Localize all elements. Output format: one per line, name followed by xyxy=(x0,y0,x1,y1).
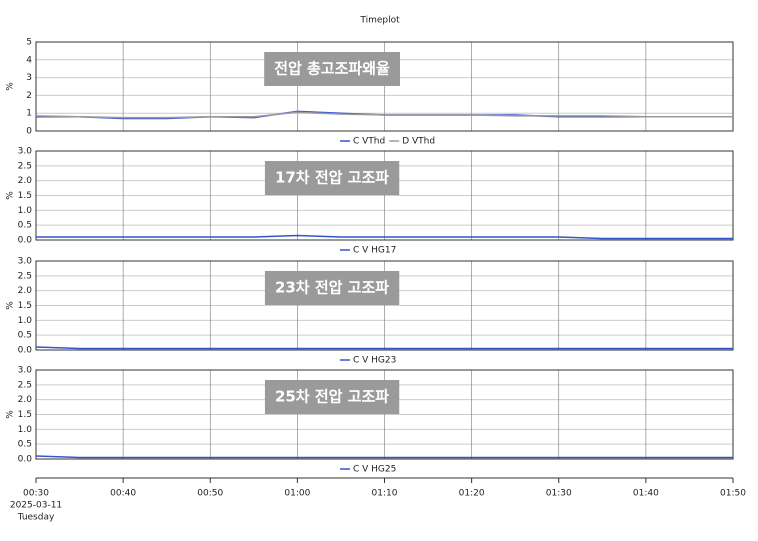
y-tick-label: 1.0 xyxy=(18,206,33,216)
x-tick-label: 01:50 xyxy=(720,489,746,499)
y-tick-label: 1 xyxy=(26,109,32,119)
y-tick-label: 2.5 xyxy=(18,271,32,281)
y-tick-label: 0.0 xyxy=(18,455,33,465)
y-tick-label: 2.5 xyxy=(18,380,32,390)
y-tick-label: 2.5 xyxy=(18,161,32,171)
x-tick-label: 00:40 xyxy=(110,489,136,499)
y-tick-label: 0 xyxy=(26,127,32,137)
y-tick-label: 4 xyxy=(26,55,32,65)
y-tick-label: 3.0 xyxy=(18,257,33,267)
annotation-box xyxy=(264,52,401,86)
legend-label: C V HG23 xyxy=(353,356,396,366)
legend-label: D VThd xyxy=(402,137,435,147)
y-tick-label: 5 xyxy=(26,38,32,48)
y-tick-label: 0.0 xyxy=(18,346,33,356)
x-tick-label: 01:20 xyxy=(459,489,485,499)
plot-frame xyxy=(35,260,734,351)
y-tick-label: 0.0 xyxy=(18,236,33,246)
x-tick-label: 01:30 xyxy=(546,489,572,499)
y-tick-label: 2.0 xyxy=(18,176,33,186)
legend-label: C V HG17 xyxy=(353,246,396,256)
x-date: 2025-03-11 xyxy=(10,501,62,511)
y-tick-label: 1.0 xyxy=(18,316,33,326)
y-axis-label: % xyxy=(6,301,16,310)
x-tick-label: 01:40 xyxy=(633,489,659,499)
annotation-box xyxy=(264,271,400,305)
y-tick-label: 2 xyxy=(26,91,32,101)
annotation: 전압 총고조파왜율 xyxy=(274,60,390,78)
series-line xyxy=(36,234,733,240)
y-tick-label: 3 xyxy=(26,73,32,83)
x-tick-label: 00:30 xyxy=(23,489,49,499)
y-tick-label: 1.0 xyxy=(18,425,33,435)
y-tick-label: 3.0 xyxy=(18,366,33,376)
x-tick-label: 01:00 xyxy=(284,489,310,499)
y-tick-label: 3.0 xyxy=(18,147,33,157)
plot-frame xyxy=(35,150,734,241)
legend-label: C VThd xyxy=(353,137,385,147)
y-tick-label: 2.0 xyxy=(18,395,33,405)
legend-label: C V HG25 xyxy=(353,465,396,475)
x-weekday: Tuesday xyxy=(17,513,55,523)
annotation-box xyxy=(264,380,400,414)
plot-frame xyxy=(35,41,734,132)
y-tick-label: 1.5 xyxy=(18,191,32,201)
y-axis-label: % xyxy=(6,191,16,200)
y-tick-label: 2.0 xyxy=(18,286,33,296)
annotation: 23차 전압 고조파 xyxy=(275,279,389,297)
y-axis-label: % xyxy=(6,410,16,419)
y-axis-label: % xyxy=(6,82,16,91)
plot-frame xyxy=(35,369,734,460)
annotation-box xyxy=(264,161,400,195)
x-tick-label: 01:10 xyxy=(372,489,398,499)
y-tick-label: 1.5 xyxy=(18,301,32,311)
y-tick-label: 0.5 xyxy=(18,440,32,450)
annotation: 17차 전압 고조파 xyxy=(275,169,389,187)
annotation: 25차 전압 고조파 xyxy=(275,388,389,406)
y-tick-label: 0.5 xyxy=(18,221,32,231)
chart-title: Timeplot xyxy=(359,16,400,26)
series-line xyxy=(35,111,733,119)
y-tick-label: 1.5 xyxy=(18,410,32,420)
x-tick-label: 00:50 xyxy=(197,489,223,499)
y-tick-label: 0.5 xyxy=(18,331,32,341)
series-line xyxy=(35,455,733,459)
series-line xyxy=(35,346,733,350)
